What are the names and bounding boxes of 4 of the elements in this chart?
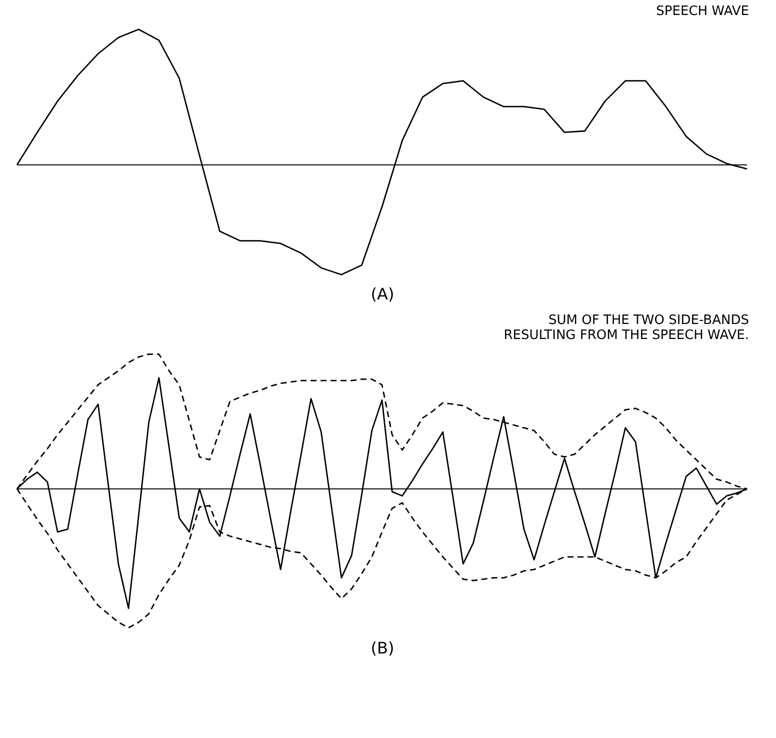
x-axis-title: (B) — [370, 638, 394, 658]
chart-title: SUM OF THE TWO SIDE-BANDS RESULTING FROM THE SPEECH WAVE. — [504, 313, 749, 343]
x-axis-title: (A) — [370, 284, 394, 304]
chart-title: SPEECH WAVE — [656, 4, 749, 19]
